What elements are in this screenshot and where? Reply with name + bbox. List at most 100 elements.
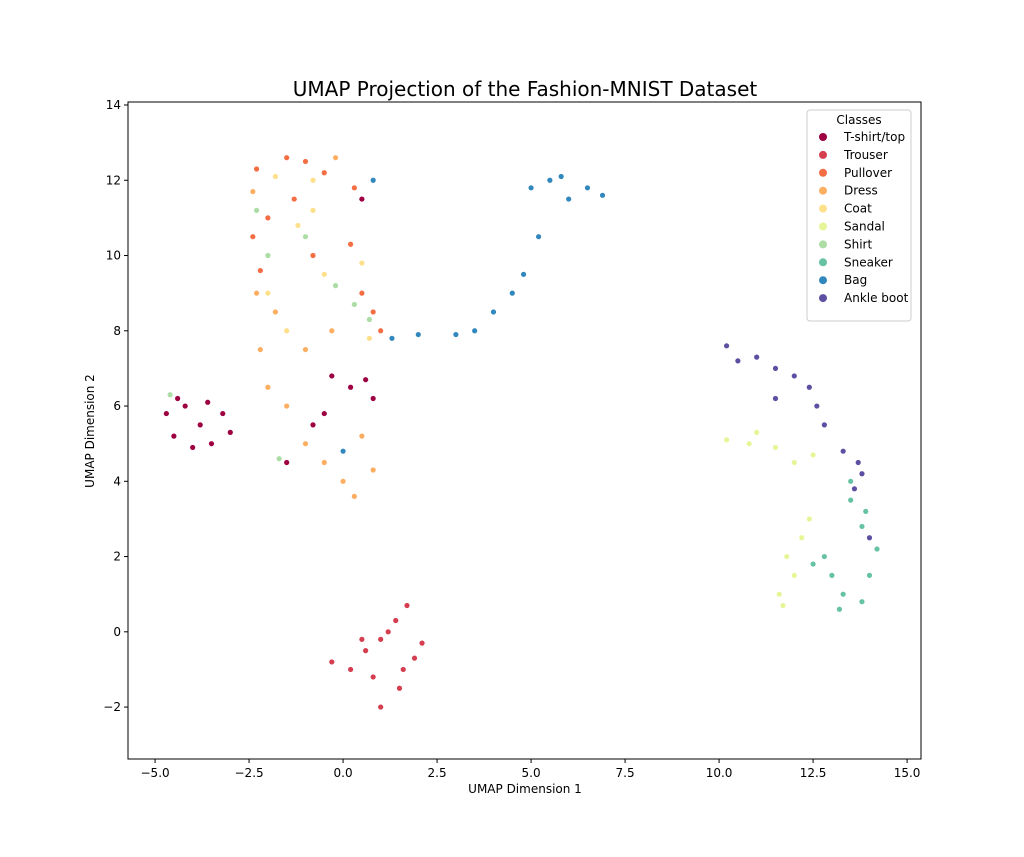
point	[295, 222, 301, 229]
legend-marker	[819, 222, 827, 231]
point	[566, 196, 572, 202]
legend-label: Trouser	[843, 148, 888, 162]
point	[829, 572, 835, 578]
point	[347, 241, 354, 247]
point	[411, 655, 418, 661]
point	[363, 377, 369, 383]
point	[359, 260, 365, 266]
y-tick-label: 8	[113, 324, 121, 338]
legend-marker	[819, 168, 827, 177]
point	[584, 185, 591, 191]
point	[791, 373, 797, 379]
x-axis-label: UMAP Dimension 1	[468, 782, 582, 796]
y-tick-label: 14	[106, 98, 121, 112]
x-tick-label: 7.5	[616, 766, 635, 780]
point	[302, 234, 309, 240]
point	[332, 155, 339, 161]
point	[746, 441, 752, 447]
point	[276, 456, 282, 462]
point	[806, 384, 812, 390]
point	[272, 309, 278, 315]
y-tick-label: 0	[113, 625, 121, 639]
point	[208, 441, 215, 447]
point	[840, 448, 846, 454]
point	[250, 188, 256, 195]
legend-label: Ankle boot	[844, 291, 909, 305]
point	[840, 591, 846, 597]
point	[284, 155, 290, 161]
legend-marker	[819, 186, 827, 195]
point	[810, 561, 816, 567]
point	[366, 335, 372, 341]
point	[536, 234, 542, 240]
point	[284, 403, 290, 409]
point	[265, 252, 271, 259]
plot-frame	[127, 101, 922, 760]
point	[182, 403, 188, 409]
legend-label: Shirt	[844, 237, 872, 251]
point	[859, 471, 865, 477]
point	[866, 535, 873, 541]
point	[359, 433, 365, 439]
point	[205, 399, 211, 405]
point	[366, 316, 372, 323]
point	[253, 166, 260, 172]
point	[321, 410, 327, 417]
x-tick-label: 15.0	[894, 766, 921, 780]
point	[363, 648, 369, 654]
point	[272, 173, 278, 180]
x-tick-label: 2.5	[428, 766, 447, 780]
point	[197, 422, 203, 428]
point	[791, 459, 797, 466]
point	[227, 429, 233, 435]
point	[724, 343, 730, 349]
point	[558, 173, 564, 180]
point	[291, 196, 297, 202]
legend-marker	[819, 294, 827, 303]
point	[340, 478, 346, 484]
point	[814, 403, 820, 409]
point	[393, 617, 399, 624]
point	[836, 606, 843, 612]
point	[528, 185, 534, 191]
point	[389, 335, 395, 341]
point	[265, 384, 271, 390]
point	[472, 328, 478, 334]
point	[347, 384, 354, 390]
point	[810, 452, 816, 458]
point	[772, 365, 779, 372]
point	[784, 553, 790, 560]
point	[359, 290, 365, 296]
point	[310, 177, 316, 183]
point	[257, 346, 263, 353]
point	[370, 177, 376, 183]
x-tick-label: −2.5	[235, 766, 264, 780]
point	[329, 328, 335, 334]
point	[329, 659, 335, 665]
point	[821, 553, 827, 560]
point	[806, 516, 812, 522]
point	[220, 410, 226, 417]
point	[284, 459, 290, 466]
point	[370, 467, 376, 473]
y-axis-label: UMAP Dimension 2	[83, 374, 97, 488]
legend-marker	[819, 276, 827, 285]
legend-title: Classes	[836, 113, 881, 127]
point	[385, 629, 391, 635]
legend-label: Bag	[844, 273, 867, 287]
y-tick-label: 4	[113, 474, 121, 488]
point	[253, 290, 260, 296]
point	[310, 207, 316, 213]
point	[490, 309, 497, 315]
point	[321, 170, 327, 176]
x-tick-label: 5.0	[522, 766, 541, 780]
point	[250, 234, 256, 240]
point	[351, 185, 357, 191]
point	[302, 158, 309, 165]
point	[302, 346, 309, 353]
point	[265, 215, 271, 221]
point	[404, 602, 410, 609]
point	[378, 636, 384, 642]
legend-label: Sandal	[844, 220, 885, 234]
point	[859, 523, 865, 530]
